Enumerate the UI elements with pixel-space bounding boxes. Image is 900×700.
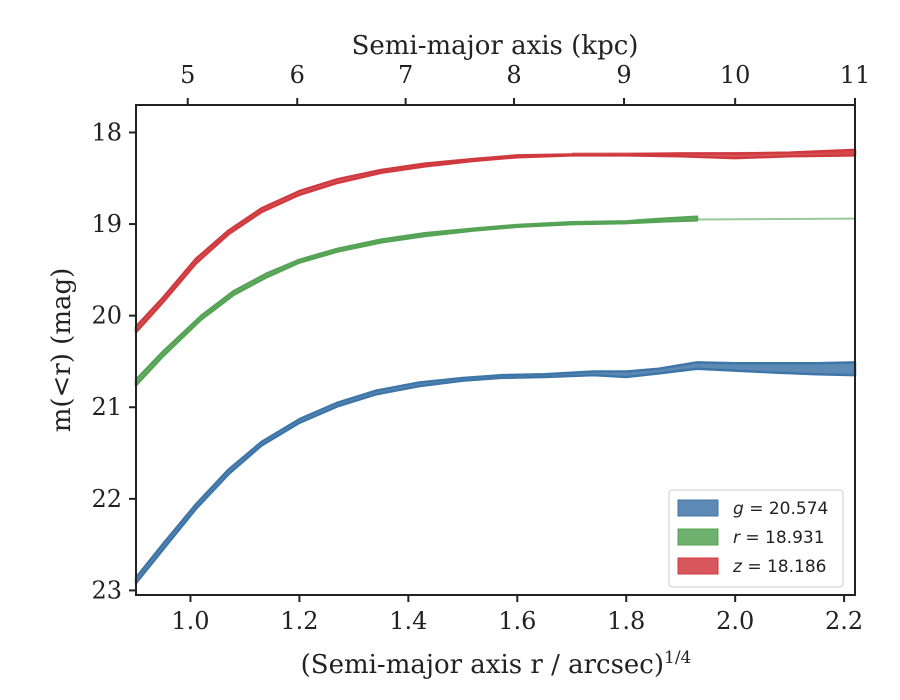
top-x-tick-label: 10 [720, 61, 751, 89]
x-axis-title: (Semi-major axis r / arcsec)1/4 [301, 648, 692, 680]
y-tick-label: 19 [91, 210, 122, 238]
axes-layer: 1.0 1.2 1.4 1.6 1.8 2.0 2.2 18 19 20 21 22 23 5 6 7 8 9 10… [91, 61, 870, 635]
top-x-tick-label: 6 [290, 61, 305, 89]
legend-swatch-z [677, 557, 719, 575]
plot-frame [135, 104, 856, 596]
legend-swatch-g [677, 499, 719, 517]
x-tick-label: 1.0 [171, 607, 209, 635]
top-x-tick-label: 9 [616, 61, 631, 89]
legend-label-g: g = 20.574 [733, 499, 828, 519]
top-x-tick-label: 7 [398, 61, 413, 89]
series-r-band [134, 215, 699, 387]
top-x-tick-label: 8 [506, 61, 521, 89]
x-tick-label: 2.0 [716, 607, 754, 635]
x-tick-label: 1.8 [607, 607, 645, 635]
y-tick-label: 20 [91, 302, 122, 330]
top-axis-title: Semi-major axis (kpc) [352, 31, 639, 61]
top-x-tick-label: 11 [840, 61, 871, 89]
y-tick-label: 21 [91, 393, 122, 421]
legend-swatch-r [677, 528, 719, 546]
series-z-band [134, 148, 857, 334]
y-tick-label: 23 [91, 576, 122, 604]
legend: g = 20.574 r = 18.931 z = 18.186 [668, 489, 844, 588]
x-tick-label: 1.2 [280, 607, 318, 635]
y-tick-label: 18 [91, 118, 122, 146]
series-r-extension-line [697, 217, 856, 221]
x-tick-label: 2.2 [825, 607, 863, 635]
legend-label-r: r = 18.931 [733, 528, 825, 548]
top-x-tick-label: 5 [180, 61, 195, 89]
y-tick-label: 22 [91, 485, 122, 513]
x-tick-label: 1.4 [389, 607, 427, 635]
y-axis-title: m(<r) (mag) [47, 268, 77, 433]
legend-label-z: z = 18.186 [732, 557, 826, 577]
x-tick-label: 1.6 [498, 607, 536, 635]
x-axis-title-superscript: 1/4 [664, 648, 691, 668]
